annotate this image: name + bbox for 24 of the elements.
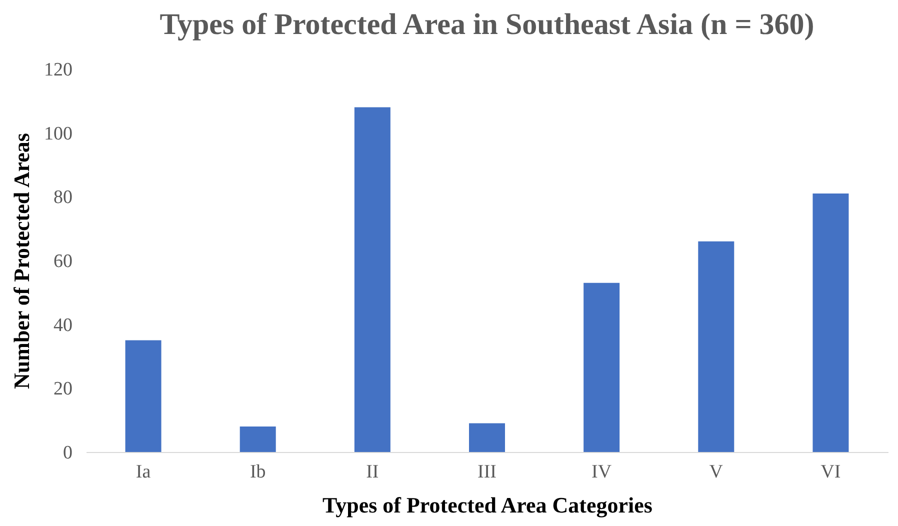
y-tick-label: 80 <box>54 187 72 208</box>
y-tick-label: 0 <box>63 442 72 464</box>
x-tick-label: III <box>478 462 496 482</box>
x-axis-title: Types of Protected Area Categories <box>322 492 653 518</box>
x-tick-label: V <box>709 462 724 482</box>
x-tick-label: Ia <box>136 462 152 482</box>
y-tick-label: 40 <box>54 314 72 336</box>
x-tick-label: VI <box>820 462 841 482</box>
bar <box>354 107 390 452</box>
bar <box>469 423 505 452</box>
y-tick-label: 60 <box>54 251 72 272</box>
bar <box>240 426 276 452</box>
bar <box>584 282 620 452</box>
y-tick-label: 100 <box>44 123 72 144</box>
bar <box>125 340 162 452</box>
bar <box>698 241 734 452</box>
chart-title: Types of Protected Area in Southeast Asia (n = 360) <box>160 8 814 41</box>
y-axis-title: Number of Protected Areas <box>9 132 34 389</box>
y-tick-label: 20 <box>54 378 72 400</box>
x-tick-label: II <box>366 462 379 482</box>
y-tick-label: 120 <box>44 60 72 80</box>
x-tick-label: Ib <box>250 462 266 482</box>
x-tick-label: IV <box>592 462 612 482</box>
bar <box>812 193 849 452</box>
